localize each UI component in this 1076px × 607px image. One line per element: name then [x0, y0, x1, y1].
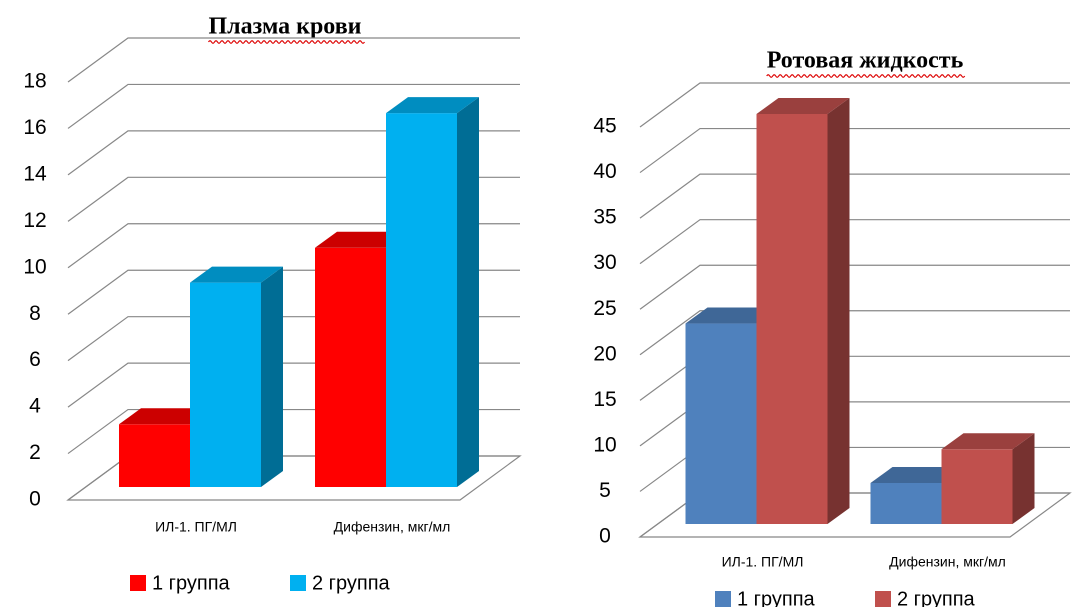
grid-line	[639, 82, 1070, 128]
legend-label: 2 группа	[897, 588, 976, 607]
grid-line	[639, 310, 1070, 356]
grid-line	[67, 83, 520, 129]
bar-side	[1012, 433, 1035, 524]
spell-underline	[207, 40, 366, 44]
y-tick-label: 25	[593, 297, 616, 320]
bar-front	[119, 424, 190, 487]
bar-top	[756, 98, 850, 114]
grid-line	[639, 127, 1070, 174]
bar-top	[870, 467, 964, 483]
bar-top	[190, 266, 283, 283]
bar-front	[870, 483, 942, 524]
y-tick-label: 45	[593, 115, 616, 138]
grid-line	[639, 173, 1070, 219]
legend-label: 1 группа	[152, 572, 231, 594]
bar-side	[261, 266, 283, 487]
bar-front	[190, 282, 261, 487]
x-tick-label: ИЛ-1. ПГ/МЛ	[722, 554, 804, 570]
legend-swatch	[875, 591, 891, 607]
bar-top	[941, 433, 1035, 450]
y-tick-label: 0	[599, 525, 611, 548]
bar-top	[315, 231, 408, 248]
legend-label: 2 группа	[312, 572, 391, 594]
x-tick-label: Дифензин, мкг/мл	[334, 519, 451, 535]
grid-line	[67, 37, 520, 83]
spell-underline	[766, 74, 966, 78]
bar-side	[827, 98, 850, 524]
chart-title: Ротовая жидкость	[767, 48, 964, 74]
bar-front	[315, 247, 386, 487]
legend-label: 1 группа	[737, 588, 816, 607]
bar-side	[457, 97, 479, 487]
y-tick-label: 35	[593, 206, 616, 229]
y-tick-label: 40	[593, 160, 616, 183]
grid-line	[639, 219, 1070, 265]
chart: Ротовая жидкость 0 5 10 15 20 25 30 35 40 45 ИЛ-1. …	[593, 48, 1072, 607]
y-tick-label: 8	[29, 302, 41, 325]
y-tick-label: 0	[29, 488, 41, 511]
bar-top	[386, 97, 479, 114]
y-tick-label: 14	[23, 162, 47, 185]
bar-front	[941, 449, 1013, 524]
y-tick-label: 4	[29, 395, 41, 418]
y-tick-label: 6	[29, 348, 41, 371]
bar	[941, 433, 1035, 524]
legend-swatch	[290, 575, 306, 591]
chart-title: Плазма крови	[209, 14, 362, 40]
y-tick-label: 18	[23, 70, 46, 93]
bar-front	[685, 323, 757, 524]
legend-swatch	[715, 591, 731, 607]
bar	[190, 266, 283, 487]
y-tick-label: 30	[593, 251, 616, 274]
bar-top	[119, 408, 212, 425]
y-tick-label: 10	[23, 255, 46, 278]
legend-swatch	[130, 575, 146, 591]
x-tick-label: ИЛ-1. ПГ/МЛ	[155, 519, 237, 535]
grid-line	[639, 264, 1070, 310]
y-tick-label: 10	[593, 433, 616, 456]
chart: Плазма крови 0 2 4 6 8 10 12 14 16 18 ИЛ-1. ПГ/МЛ Ди…	[23, 14, 522, 594]
y-tick-label: 15	[593, 388, 616, 411]
bar-front	[386, 113, 457, 487]
y-tick-label: 12	[23, 209, 46, 232]
bar	[386, 97, 479, 487]
bar-top	[685, 307, 779, 324]
x-tick-label: Дифензин, мкг/мл	[889, 554, 1006, 570]
bar-front	[756, 114, 828, 524]
y-tick-label: 20	[593, 342, 616, 365]
y-tick-label: 2	[29, 441, 41, 464]
y-tick-label: 16	[23, 116, 46, 139]
y-tick-label: 5	[599, 479, 611, 502]
bar	[756, 98, 850, 524]
